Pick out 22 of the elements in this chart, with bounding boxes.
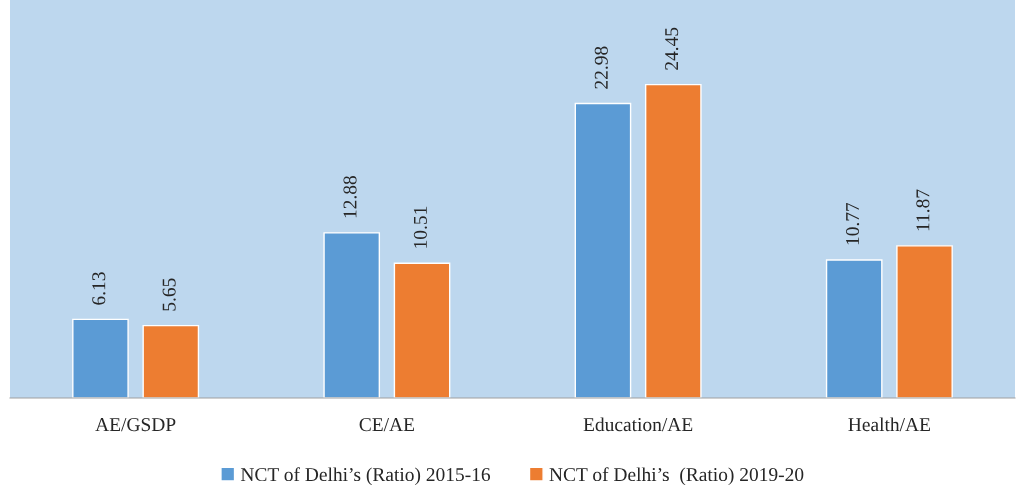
bar bbox=[644, 83, 702, 398]
data-label: 10.77 bbox=[845, 202, 860, 245]
bar bbox=[393, 262, 451, 398]
legend-label: NCT of Delhi’s (Ratio) 2015-16 bbox=[240, 467, 491, 486]
data-label: 24.45 bbox=[665, 27, 679, 70]
bar bbox=[896, 245, 953, 398]
x-tick-label: Health/AE bbox=[848, 417, 930, 432]
x-tick-label: CE/AE bbox=[359, 418, 414, 432]
bar bbox=[825, 259, 883, 398]
data-label: 6.13 bbox=[92, 272, 106, 305]
bar bbox=[72, 318, 129, 398]
data-label: 10.51 bbox=[413, 206, 427, 248]
data-label: 22.98 bbox=[594, 46, 608, 89]
data-label: 5.65 bbox=[162, 278, 176, 311]
bar bbox=[323, 232, 381, 398]
bar bbox=[142, 324, 200, 398]
x-tick-label: AE/GSDP bbox=[95, 418, 176, 432]
legend-label: NCT of Delhi’s (Ratio) 2019-20 bbox=[549, 467, 804, 486]
x-tick-label: Education/AE bbox=[583, 417, 693, 432]
data-label: 12.88 bbox=[343, 176, 357, 218]
data-label: 11.87 bbox=[916, 189, 930, 231]
bar bbox=[574, 102, 632, 398]
